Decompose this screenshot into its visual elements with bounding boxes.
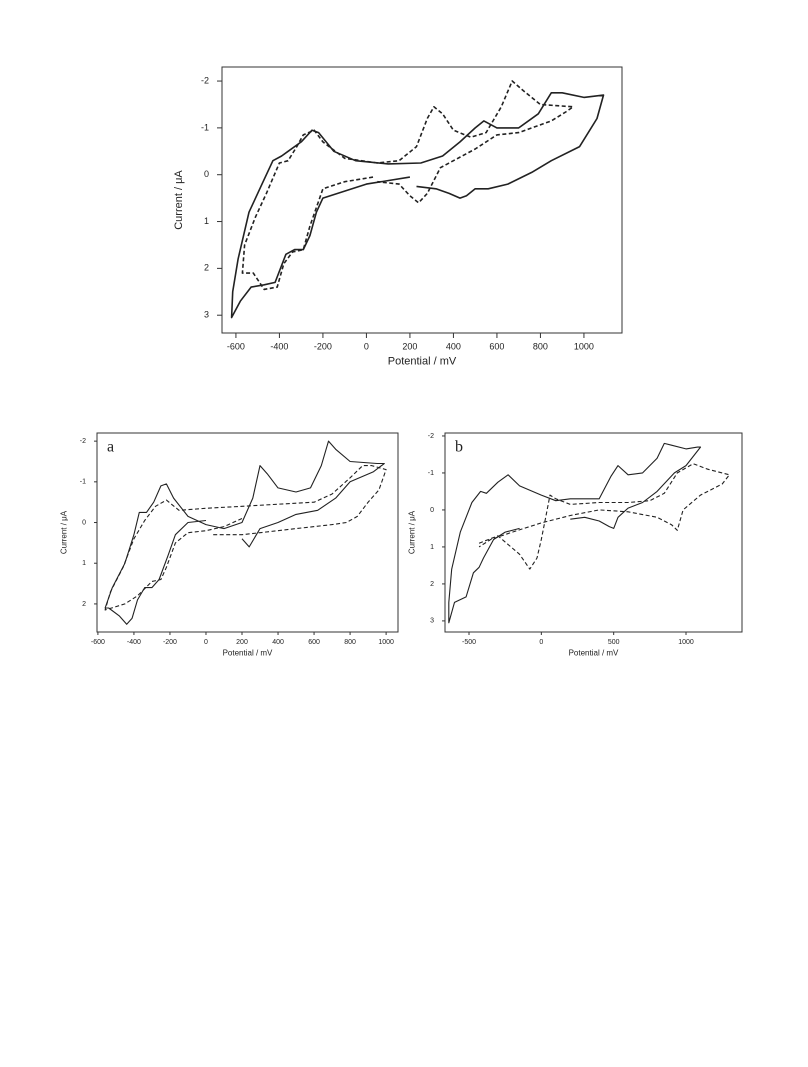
y-axis-label: Current / μA — [60, 510, 69, 554]
cv-curve — [104, 465, 387, 611]
x-tick-label: -600 — [227, 341, 245, 351]
y-axis-label: Current / μA — [173, 170, 185, 230]
y-tick-label: -1 — [80, 479, 86, 486]
x-axis-label: Potential / mV — [223, 648, 273, 657]
y-tick-label: 0 — [204, 169, 209, 179]
x-tick-label: 600 — [308, 639, 320, 646]
y-tick-label: 3 — [430, 618, 434, 625]
panel-label: a — [107, 439, 114, 456]
x-tick-label: 1000 — [378, 639, 394, 646]
x-tick-label: 600 — [489, 341, 504, 351]
x-tick-label: 800 — [533, 341, 548, 351]
x-tick-label: -400 — [270, 341, 288, 351]
y-tick-label: -2 — [201, 75, 209, 85]
cv-curve — [478, 463, 730, 570]
y-tick-label: 2 — [204, 263, 209, 273]
x-tick-label: 0 — [204, 639, 208, 646]
plot-frame — [96, 432, 399, 633]
y-axis-label: Current / μA — [408, 510, 417, 554]
x-tick-label: -600 — [91, 639, 105, 646]
chart: -600 -400 -200 0 200 400 600 800 1000 -2 -1 0 1 2 3 Pot… — [173, 66, 623, 367]
y-tick-label: 1 — [204, 216, 209, 226]
y-tick-label: -2 — [80, 438, 86, 445]
chart: -600 -400 -200 0 200 400 600 800 1000 -2 -1 0 1 2 Pote… — [60, 432, 399, 657]
x-axis-label: Potential / mV — [569, 648, 619, 657]
y-tick-label: -1 — [428, 470, 434, 477]
y-tick-label: 1 — [82, 560, 86, 567]
y-tick-label: -1 — [201, 122, 209, 132]
cv-curve — [241, 80, 574, 291]
y-tick-label: -2 — [428, 433, 434, 440]
y-tick-label: 1 — [430, 544, 434, 551]
chart: -500 0 500 1000 -2 -1 0 1 2 3 Potential / mV Curren… — [408, 432, 743, 657]
y-tick-label: 2 — [430, 581, 434, 588]
cv-curve — [230, 92, 605, 319]
x-tick-label: -200 — [314, 341, 332, 351]
cv-curve — [104, 440, 385, 625]
x-tick-label: 0 — [539, 639, 543, 646]
x-tick-label: 200 — [402, 341, 417, 351]
x-tick-label: 500 — [608, 639, 620, 646]
plot-frame — [444, 432, 743, 633]
x-tick-label: 1000 — [678, 639, 694, 646]
x-tick-label: 0 — [364, 341, 369, 351]
x-tick-label: -200 — [163, 639, 177, 646]
x-tick-label: -400 — [127, 639, 141, 646]
x-tick-label: -500 — [462, 639, 476, 646]
plot-frame — [221, 66, 623, 334]
x-tick-label: 200 — [236, 639, 248, 646]
x-tick-label: 1000 — [574, 341, 594, 351]
panel-label: b — [455, 439, 463, 456]
x-axis-label: Potential / mV — [388, 355, 457, 367]
x-tick-label: 400 — [446, 341, 461, 351]
x-tick-label: 800 — [344, 639, 356, 646]
y-tick-label: 2 — [82, 601, 86, 608]
cv-curve — [448, 442, 702, 624]
y-tick-label: 3 — [204, 310, 209, 320]
x-tick-label: 400 — [272, 639, 284, 646]
y-tick-label: 0 — [430, 507, 434, 514]
y-tick-label: 0 — [82, 519, 86, 526]
